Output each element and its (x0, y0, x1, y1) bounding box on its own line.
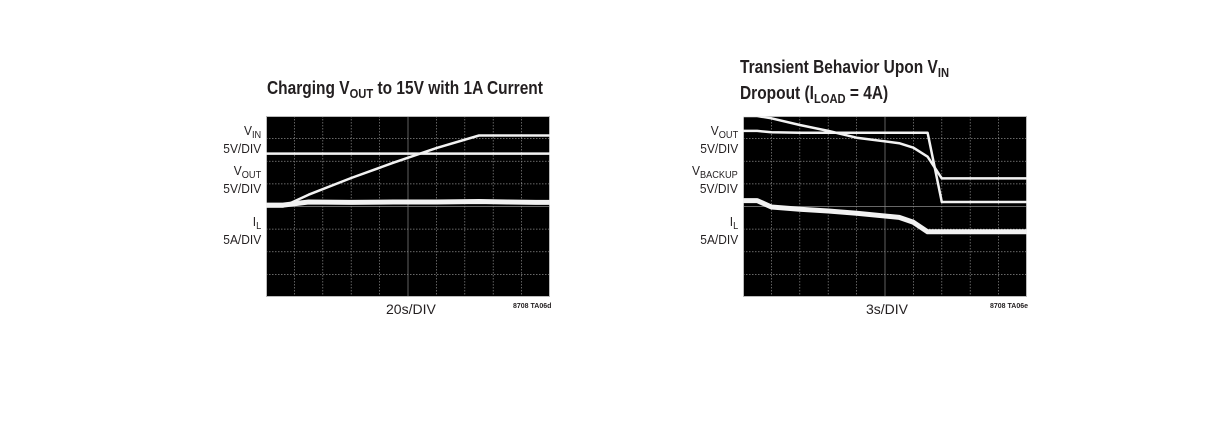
chart2-figure-code: 8708 TA06e (990, 303, 1029, 310)
chart2-trace-vout (743, 116, 1027, 180)
chart1-oscilloscope-screen (266, 116, 550, 297)
chart2-label-vbackup-scale: 5V/DIV (700, 181, 738, 196)
chart2-label-il-sub: L (732, 221, 738, 232)
chart1-label-il: IL 5A/DIV (223, 215, 261, 246)
chart1-label-vout-sym: V (233, 163, 242, 178)
chart1-title-sub: OUT (349, 86, 374, 101)
chart1-trace-il (266, 199, 550, 208)
chart1-label-vin-sub: IN (251, 130, 261, 141)
chart2-label-vbackup-sym: V (692, 163, 701, 178)
chart1-label-il-scale: 5A/DIV (223, 232, 261, 247)
chart2-title: Transient Behavior Upon VIN Dropout (ILO… (740, 57, 949, 109)
chart2-label-vbackup: VBACKUP 5V/DIV (692, 164, 738, 195)
chart1-label-il-sym: I (252, 214, 256, 229)
chart1-label-vin-scale: 5V/DIV (223, 141, 261, 156)
chart2-label-vout-sub: OUT (718, 130, 738, 141)
chart1-label-vout: VOUT 5V/DIV (223, 164, 261, 195)
chart2-trace-il (743, 198, 1027, 235)
chart2-frame (743, 116, 1027, 297)
chart2-title-line2-pre: Dropout (I (740, 83, 814, 103)
chart1-title-post: to 15V with 1A Current (373, 78, 543, 98)
chart2-label-vout: VOUT 5V/DIV (700, 124, 738, 155)
chart2-title-line1-sub: IN (937, 65, 950, 80)
chart2-oscilloscope-screen (743, 116, 1027, 297)
chart1-label-vin-sym: V (243, 123, 252, 138)
chart1-timebase: 20s/DIV (386, 301, 436, 317)
chart2-title-line2-sub: LOAD (813, 91, 846, 106)
chart1-title: Charging VOUT to 15V with 1A Current (267, 78, 543, 104)
chart2-trace-vbackup (743, 129, 1027, 204)
chart2-label-il-sym: I (729, 214, 733, 229)
chart1-label-vout-sub: OUT (241, 170, 261, 181)
chart1-trace-vout (266, 134, 550, 208)
chart2-label-vout-sym: V (710, 123, 719, 138)
chart1-label-il-sub: L (255, 221, 261, 232)
chart2-title-line1-pre: Transient Behavior Upon V (740, 57, 938, 77)
chart1-title-pre: Charging V (267, 78, 350, 98)
chart2-label-il: IL 5A/DIV (700, 215, 738, 246)
chart2-label-il-scale: 5A/DIV (700, 232, 738, 247)
chart1-grid (266, 116, 550, 297)
chart2-svg (743, 116, 1027, 297)
chart2-label-vout-scale: 5V/DIV (700, 141, 738, 156)
chart1-label-vin: VIN 5V/DIV (223, 124, 261, 155)
chart1-svg (266, 116, 550, 297)
chart1-figure-code: 8708 TA06d (513, 303, 552, 310)
chart2-timebase: 3s/DIV (866, 301, 909, 317)
chart1-label-vout-scale: 5V/DIV (223, 181, 261, 196)
chart2-label-vbackup-sub: BACKUP (700, 170, 738, 181)
chart2-title-line2-post: = 4A) (845, 83, 889, 103)
